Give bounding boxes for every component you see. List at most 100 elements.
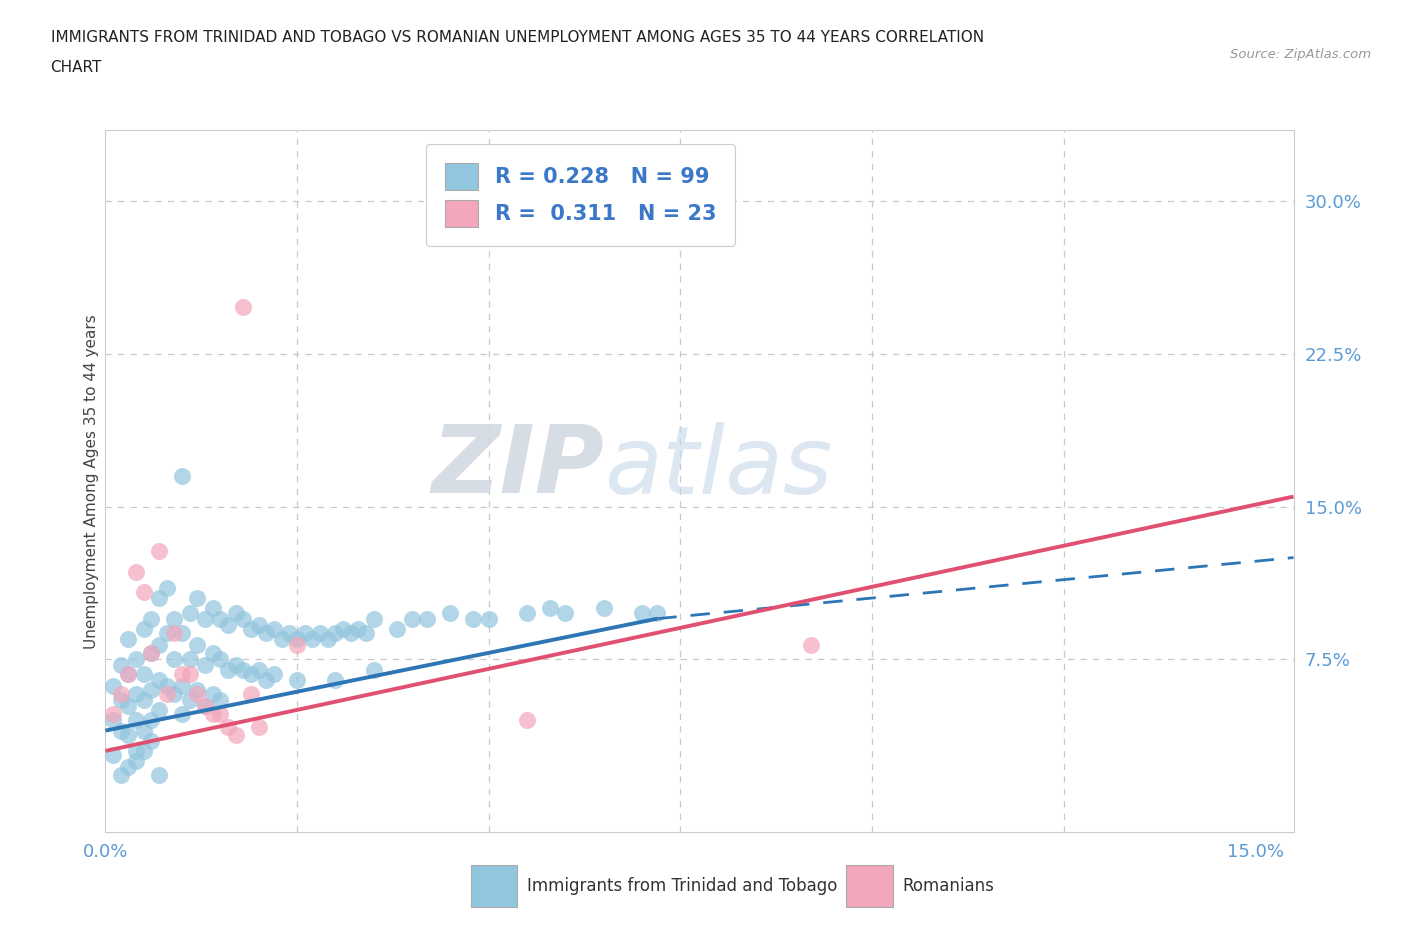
Point [148, 638, 170, 653]
Point [156, 678, 179, 693]
Point [101, 707, 124, 722]
Point [225, 605, 247, 620]
Point [209, 707, 232, 722]
Point [148, 672, 170, 687]
Point [363, 611, 385, 626]
Point [141, 683, 163, 698]
Point [285, 672, 308, 687]
Point [240, 686, 263, 701]
Point [156, 626, 179, 641]
Point [172, 707, 194, 722]
Point [179, 666, 201, 681]
Point [132, 621, 155, 636]
Point [254, 672, 277, 687]
Point [347, 621, 370, 636]
Point [254, 626, 277, 641]
Point [385, 621, 408, 636]
Point [463, 611, 485, 626]
Point [516, 605, 538, 620]
Point [240, 666, 263, 681]
Point [647, 605, 669, 620]
Point [332, 621, 354, 636]
Point [179, 605, 201, 620]
Point [172, 626, 194, 641]
Point [172, 469, 194, 484]
Point [148, 703, 170, 718]
Point [194, 611, 217, 626]
FancyBboxPatch shape [471, 865, 517, 907]
Point [194, 698, 217, 713]
Point [354, 626, 377, 641]
Point [309, 626, 332, 641]
Point [201, 686, 224, 701]
Point [209, 693, 232, 708]
Point [363, 662, 385, 677]
Point [592, 601, 614, 616]
Point [125, 743, 148, 758]
Legend: R = 0.228   N = 99, R =  0.311   N = 23: R = 0.228 N = 99, R = 0.311 N = 23 [426, 144, 735, 246]
Point [247, 662, 270, 677]
Point [117, 698, 139, 713]
Point [339, 626, 361, 641]
Point [141, 645, 163, 660]
Point [301, 631, 323, 646]
Point [294, 626, 316, 641]
Point [163, 652, 186, 667]
Point [232, 611, 254, 626]
FancyBboxPatch shape [846, 865, 893, 907]
Point [278, 626, 301, 641]
Point [225, 727, 247, 742]
Point [247, 719, 270, 734]
Point [225, 658, 247, 673]
Point [247, 618, 270, 632]
Point [148, 768, 170, 783]
Point [117, 727, 139, 742]
Point [439, 605, 461, 620]
Point [163, 686, 186, 701]
Point [110, 686, 132, 701]
Point [201, 601, 224, 616]
Point [163, 611, 186, 626]
Point [125, 686, 148, 701]
Point [148, 544, 170, 559]
Text: CHART: CHART [51, 60, 103, 75]
Point [209, 652, 232, 667]
Point [325, 626, 347, 641]
Point [554, 605, 576, 620]
Point [110, 658, 132, 673]
Point [141, 713, 163, 728]
Point [110, 768, 132, 783]
Point [125, 753, 148, 768]
Point [117, 666, 139, 681]
Point [132, 585, 155, 600]
Point [194, 658, 217, 673]
Text: IMMIGRANTS FROM TRINIDAD AND TOBAGO VS ROMANIAN UNEMPLOYMENT AMONG AGES 35 TO 44: IMMIGRANTS FROM TRINIDAD AND TOBAGO VS R… [51, 30, 984, 45]
Point [401, 611, 423, 626]
Point [117, 631, 139, 646]
Point [194, 698, 217, 713]
Point [416, 611, 439, 626]
Point [156, 580, 179, 595]
Point [217, 662, 239, 677]
Point [101, 678, 124, 693]
Point [325, 672, 347, 687]
Point [201, 645, 224, 660]
Point [156, 686, 179, 701]
Point [240, 621, 263, 636]
Text: Immigrants from Trinidad and Tobago: Immigrants from Trinidad and Tobago [527, 877, 838, 895]
Point [478, 611, 501, 626]
Point [125, 713, 148, 728]
Point [101, 713, 124, 728]
Point [117, 760, 139, 775]
Point [631, 605, 654, 620]
Point [201, 707, 224, 722]
Point [172, 678, 194, 693]
Point [141, 734, 163, 749]
Point [186, 686, 208, 701]
Point [179, 652, 201, 667]
Point [186, 638, 208, 653]
Point [172, 666, 194, 681]
Point [538, 601, 561, 616]
Point [125, 652, 148, 667]
Text: Source: ZipAtlas.com: Source: ZipAtlas.com [1230, 48, 1371, 61]
